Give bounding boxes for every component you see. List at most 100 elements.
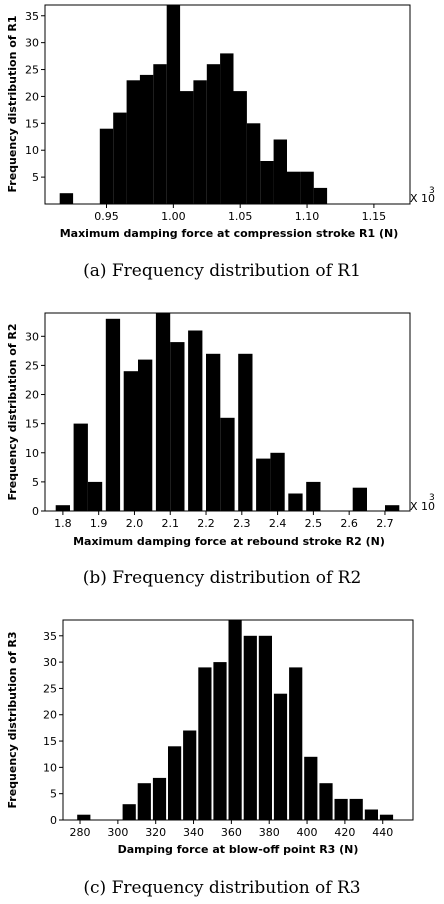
y-tick-label-r3: 25 — [43, 682, 57, 695]
multiplier-exponent-r1: 3 — [429, 186, 435, 196]
x-tick-label-r1: 1.00 — [161, 210, 186, 223]
bar-r1 — [126, 80, 140, 204]
bar-r3 — [77, 814, 91, 820]
x-axis-label-r1: Maximum damping force at compression str… — [60, 227, 399, 240]
bar-r2 — [306, 481, 321, 511]
bar-r2 — [352, 487, 367, 511]
y-tick-label-r2: 15 — [25, 418, 39, 431]
x-tick-label-r3: 420 — [334, 826, 355, 839]
caption-r1: (a) Frequency distribution of R1 — [83, 261, 361, 281]
x-axis-label-r2: Maximum damping force at rebound stroke … — [73, 535, 385, 548]
bar-r1 — [153, 64, 167, 204]
bar-r3 — [258, 635, 272, 820]
bar-r1 — [206, 64, 221, 204]
multiplier-label-r2: X 10 — [410, 500, 435, 513]
bar-r1 — [139, 74, 154, 205]
x-tick-label-r2: 2.3 — [233, 517, 251, 530]
bar-r3 — [213, 662, 227, 820]
chart-panel-r3: Frequency distribution of R3 Damping for… — [6, 619, 414, 898]
bar-r3 — [183, 730, 197, 820]
bar-r2 — [385, 505, 400, 511]
x-tick-label-r2: 2.7 — [376, 517, 394, 530]
bar-r3 — [379, 814, 394, 820]
x-tick-label-r1: 1.10 — [295, 210, 320, 223]
x-tick-label-r3: 360 — [221, 826, 242, 839]
bar-r3 — [304, 756, 318, 820]
x-tick-label-r2: 1.8 — [54, 517, 72, 530]
multiplier-label-r1: X 10 — [410, 192, 435, 205]
bar-r1 — [273, 139, 287, 204]
bar-r1 — [220, 53, 234, 205]
bar-r3 — [364, 809, 378, 820]
bar-r2 — [55, 505, 70, 511]
bar-r3 — [168, 746, 182, 820]
bar-r3 — [198, 667, 212, 820]
x-tick-label-r3: 300 — [107, 826, 128, 839]
bar-r1 — [287, 171, 301, 204]
y-tick-label-r3: 0 — [50, 814, 57, 827]
y-tick-label-r2: 5 — [32, 476, 39, 489]
x-axis-label-r3: Damping force at blow-off point R3 (N) — [118, 843, 359, 856]
y-tick-label-r1: 35 — [25, 10, 39, 23]
y-tick-label-r1: 15 — [25, 117, 39, 130]
bar-r2 — [87, 481, 103, 511]
bar-r2 — [288, 493, 303, 511]
bar-r3 — [273, 693, 288, 820]
x-tick-label-r3: 280 — [70, 826, 91, 839]
bar-r1 — [260, 161, 274, 204]
bar-r3 — [334, 798, 348, 820]
bar-r3 — [319, 783, 333, 820]
bar-r1 — [113, 112, 127, 204]
x-tick-label-r3: 380 — [259, 826, 280, 839]
y-tick-label-r1: 25 — [25, 64, 39, 77]
bar-r2 — [238, 353, 253, 511]
x-tick-label-r2: 2.5 — [305, 517, 323, 530]
y-tick-label-r3: 20 — [43, 709, 57, 722]
bar-r2 — [270, 452, 285, 511]
bar-r2 — [155, 313, 171, 511]
y-tick-label-r2: 10 — [25, 447, 39, 460]
bar-r2 — [105, 318, 121, 511]
x-tick-label-r2: 2.2 — [197, 517, 215, 530]
y-tick-label-r2: 0 — [32, 505, 39, 518]
bar-r3 — [289, 667, 303, 820]
bar-r2 — [123, 371, 138, 511]
bar-r1 — [233, 91, 247, 204]
caption-r2: (b) Frequency distribution of R2 — [83, 568, 362, 588]
bar-r1 — [99, 128, 114, 204]
bar-r3 — [228, 620, 242, 820]
x-tick-label-r3: 320 — [145, 826, 166, 839]
x-tick-label-r3: 400 — [297, 826, 318, 839]
bar-r1 — [166, 5, 181, 204]
bar-r1 — [246, 123, 261, 204]
x-tick-label-r2: 2.6 — [340, 517, 358, 530]
y-tick-label-r3: 10 — [43, 761, 57, 774]
bar-r2 — [220, 417, 235, 511]
bar-r3 — [243, 635, 257, 820]
x-tick-label-r2: 1.9 — [90, 517, 108, 530]
x-tick-label-r3: 440 — [372, 826, 393, 839]
bar-r3 — [349, 798, 363, 820]
bar-r2 — [256, 458, 271, 511]
bar-r2 — [188, 330, 203, 511]
bar-r1 — [180, 91, 194, 204]
x-tick-label-r1: 1.15 — [362, 210, 387, 223]
y-tick-label-r3: 5 — [50, 788, 57, 801]
multiplier-exponent-r2: 3 — [429, 493, 435, 503]
x-tick-label-r2: 2.4 — [269, 517, 287, 530]
bar-r1 — [59, 193, 74, 204]
x-tick-label-r3: 340 — [183, 826, 204, 839]
chart-panel-r1: Frequency distribution of R1 Maximum dam… — [6, 4, 435, 281]
bar-r2 — [206, 353, 221, 511]
y-tick-label-r2: 25 — [25, 359, 39, 372]
bar-r2 — [138, 359, 153, 511]
y-tick-label-r3: 30 — [43, 656, 57, 669]
bar-r3 — [152, 777, 167, 820]
bar-r1 — [193, 80, 207, 204]
bar-r1 — [300, 171, 314, 204]
x-tick-label-r2: 2.0 — [126, 517, 144, 530]
y-axis-label-r3: Frequency distribution of R3 — [6, 631, 19, 808]
x-tick-label-r1: 1.05 — [228, 210, 253, 223]
y-tick-label-r3: 15 — [43, 735, 57, 748]
